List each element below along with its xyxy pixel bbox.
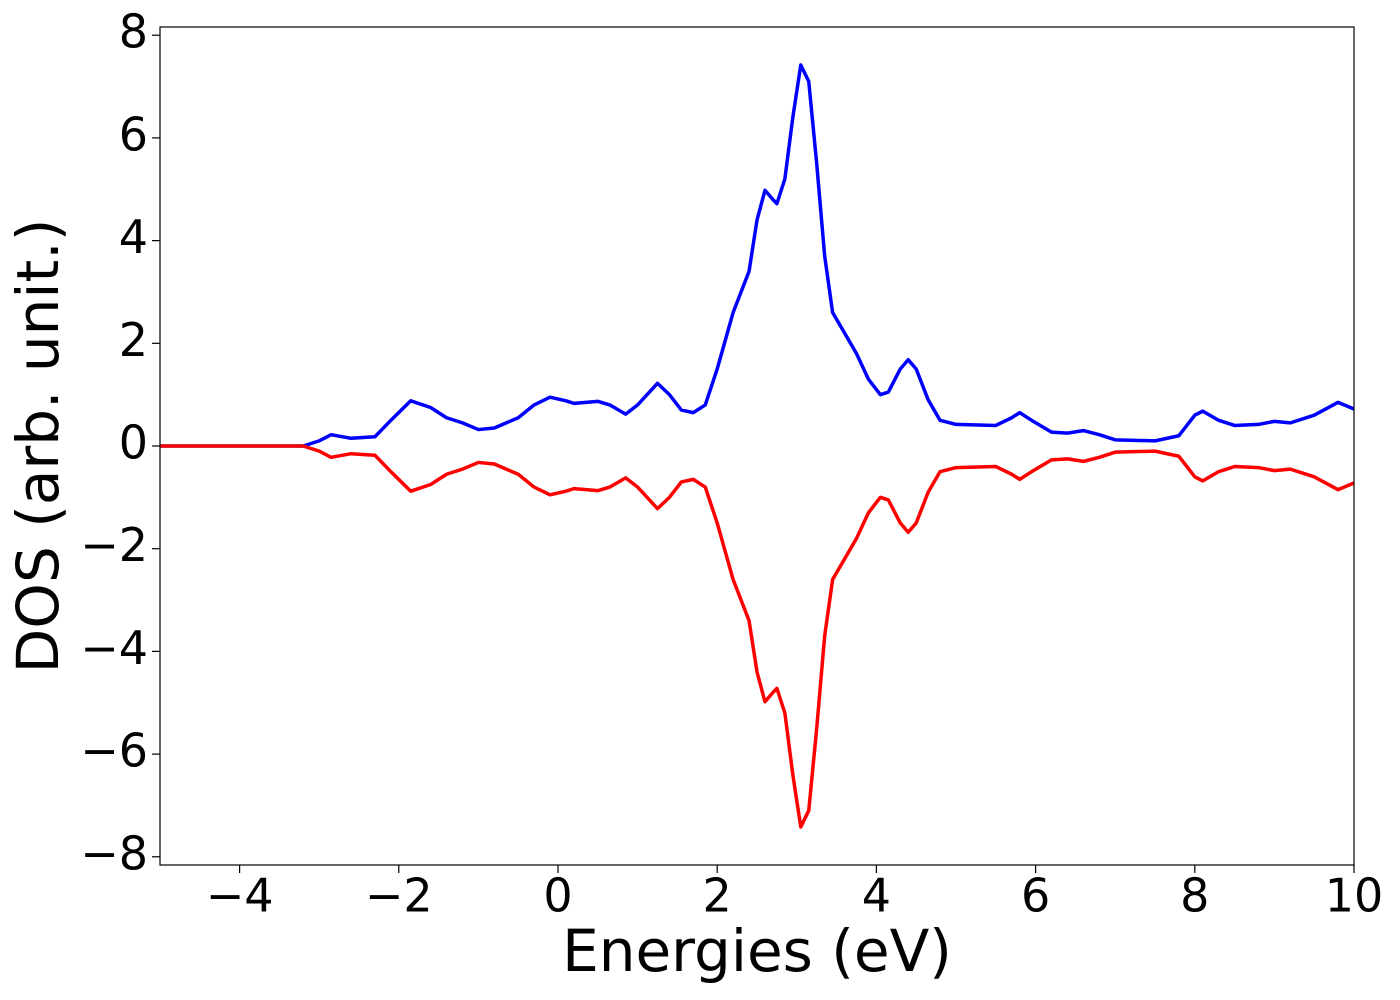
y-tick-label: −2 — [80, 518, 148, 572]
y-tick-label: 8 — [119, 5, 148, 59]
y-tick-label: 0 — [119, 416, 148, 470]
x-tick-label: −2 — [365, 869, 433, 923]
y-tick-label: 6 — [119, 107, 148, 161]
x-tick-label: 4 — [862, 869, 891, 923]
x-tick-label: 10 — [1325, 869, 1384, 923]
x-tick-label: 8 — [1180, 869, 1209, 923]
x-axis-label: Energies (eV) — [562, 917, 952, 985]
x-tick-label: 0 — [543, 869, 572, 923]
x-tick-label: −4 — [206, 869, 274, 923]
y-tick-label: 2 — [119, 313, 148, 367]
y-axis-label: DOS (arb. unit.) — [4, 219, 72, 674]
line-series — [160, 63, 1355, 448]
y-tick-label: −6 — [80, 724, 148, 778]
line-series — [160, 444, 1355, 829]
y-tick-label: −8 — [80, 826, 148, 880]
y-tick-label: −4 — [80, 621, 148, 675]
y-tick-label: 4 — [119, 210, 148, 264]
plot-frame — [159, 26, 1355, 866]
x-tick-label: 2 — [703, 869, 732, 923]
x-tick-label: 6 — [1021, 869, 1050, 923]
